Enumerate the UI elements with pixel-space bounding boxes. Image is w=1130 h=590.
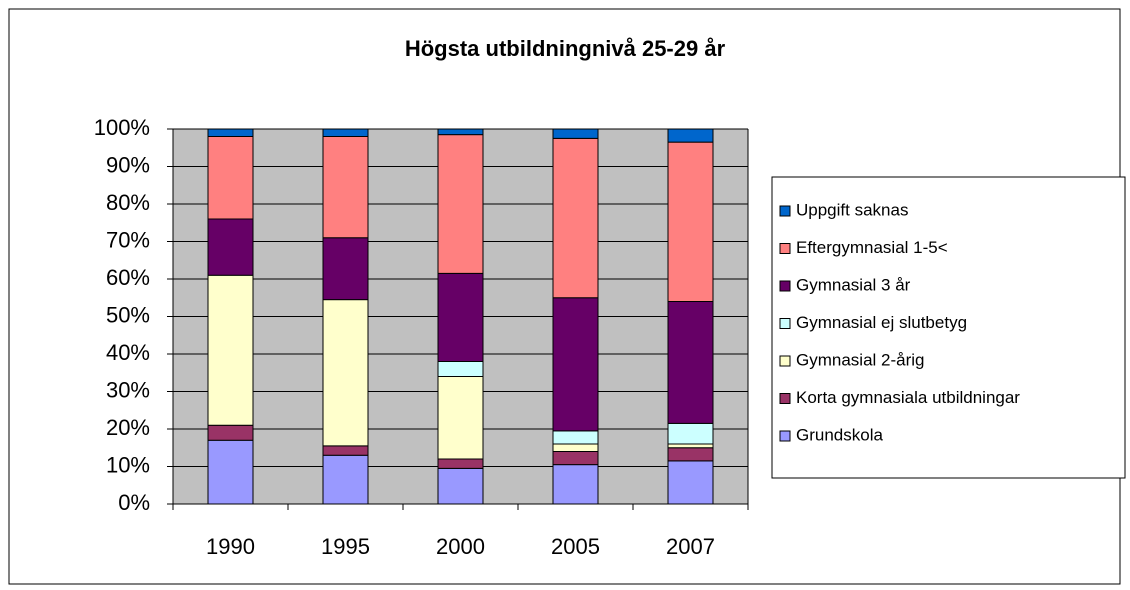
legend-label: Gymnasial 3 år xyxy=(796,275,911,294)
bar-segment xyxy=(437,467,484,505)
bar-segment xyxy=(552,443,599,452)
bar-segment xyxy=(667,301,714,424)
bar-segment xyxy=(437,458,484,469)
y-tick-label: 90% xyxy=(106,152,150,177)
legend-swatch xyxy=(779,355,791,367)
legend-swatch xyxy=(779,243,791,254)
legend-swatch xyxy=(779,430,791,442)
legend-label: Korta gymnasiala utbildningar xyxy=(796,388,1020,407)
legend-label: Eftergymnasial 1-5< xyxy=(796,238,948,257)
y-tick-label: 100% xyxy=(94,115,150,140)
bar-segment xyxy=(437,134,484,274)
bar-segment xyxy=(207,218,254,276)
y-tick-label: 50% xyxy=(106,302,150,327)
bar-segment xyxy=(667,128,714,143)
y-tick-label: 0% xyxy=(118,490,150,515)
bar-segment xyxy=(667,460,714,505)
bar-segment xyxy=(667,443,714,449)
bar-segment xyxy=(552,137,599,299)
bar-segment xyxy=(552,128,599,139)
bar-segment xyxy=(667,447,714,462)
y-tick-label: 40% xyxy=(106,340,150,365)
legend xyxy=(771,176,1126,479)
bar-segment xyxy=(667,422,714,445)
bar-segment xyxy=(322,136,369,239)
bar-segment xyxy=(322,445,369,456)
y-tick-label: 60% xyxy=(106,265,150,290)
x-tick-label: 1990 xyxy=(206,534,255,559)
bar-segment xyxy=(552,451,599,466)
bar-segment xyxy=(322,299,369,447)
bar-segment xyxy=(552,297,599,432)
bar-segment xyxy=(207,439,254,505)
x-tick-label: 2005 xyxy=(551,534,600,559)
bar-segment xyxy=(322,237,369,301)
bar-segment xyxy=(322,128,369,137)
legend-label: Gymnasial 2-årig xyxy=(796,350,925,369)
y-tick-label: 10% xyxy=(106,452,150,477)
x-tick-label: 2007 xyxy=(666,534,715,559)
legend-swatch xyxy=(779,318,791,329)
y-tick-label: 80% xyxy=(106,190,150,215)
bar-segment xyxy=(207,136,254,220)
bar-segment xyxy=(322,454,369,505)
legend-swatch xyxy=(779,280,791,292)
legend-label: Uppgift saknas xyxy=(796,200,908,219)
bar-segment xyxy=(207,274,254,426)
bar-segment xyxy=(437,376,484,460)
chart-title: Högsta utbildningnivå 25-29 år xyxy=(405,36,726,61)
y-tick-label: 30% xyxy=(106,377,150,402)
legend-label: Grundskola xyxy=(796,425,883,444)
bar-segment xyxy=(667,141,714,302)
bar-segment xyxy=(552,464,599,505)
bar-segment xyxy=(552,430,599,445)
bar-segment xyxy=(437,361,484,377)
bar-segment xyxy=(207,128,254,137)
x-tick-label: 1995 xyxy=(321,534,370,559)
legend-swatch xyxy=(779,393,791,404)
y-tick-label: 20% xyxy=(106,415,150,440)
y-tick-label: 70% xyxy=(106,227,150,252)
legend-label: Gymnasial ej slutbetyg xyxy=(796,313,967,332)
bar-segment xyxy=(437,128,484,136)
bar-segment xyxy=(437,272,484,362)
bar-segment xyxy=(207,424,254,441)
legend-swatch xyxy=(779,205,791,217)
x-tick-label: 2000 xyxy=(436,534,485,559)
